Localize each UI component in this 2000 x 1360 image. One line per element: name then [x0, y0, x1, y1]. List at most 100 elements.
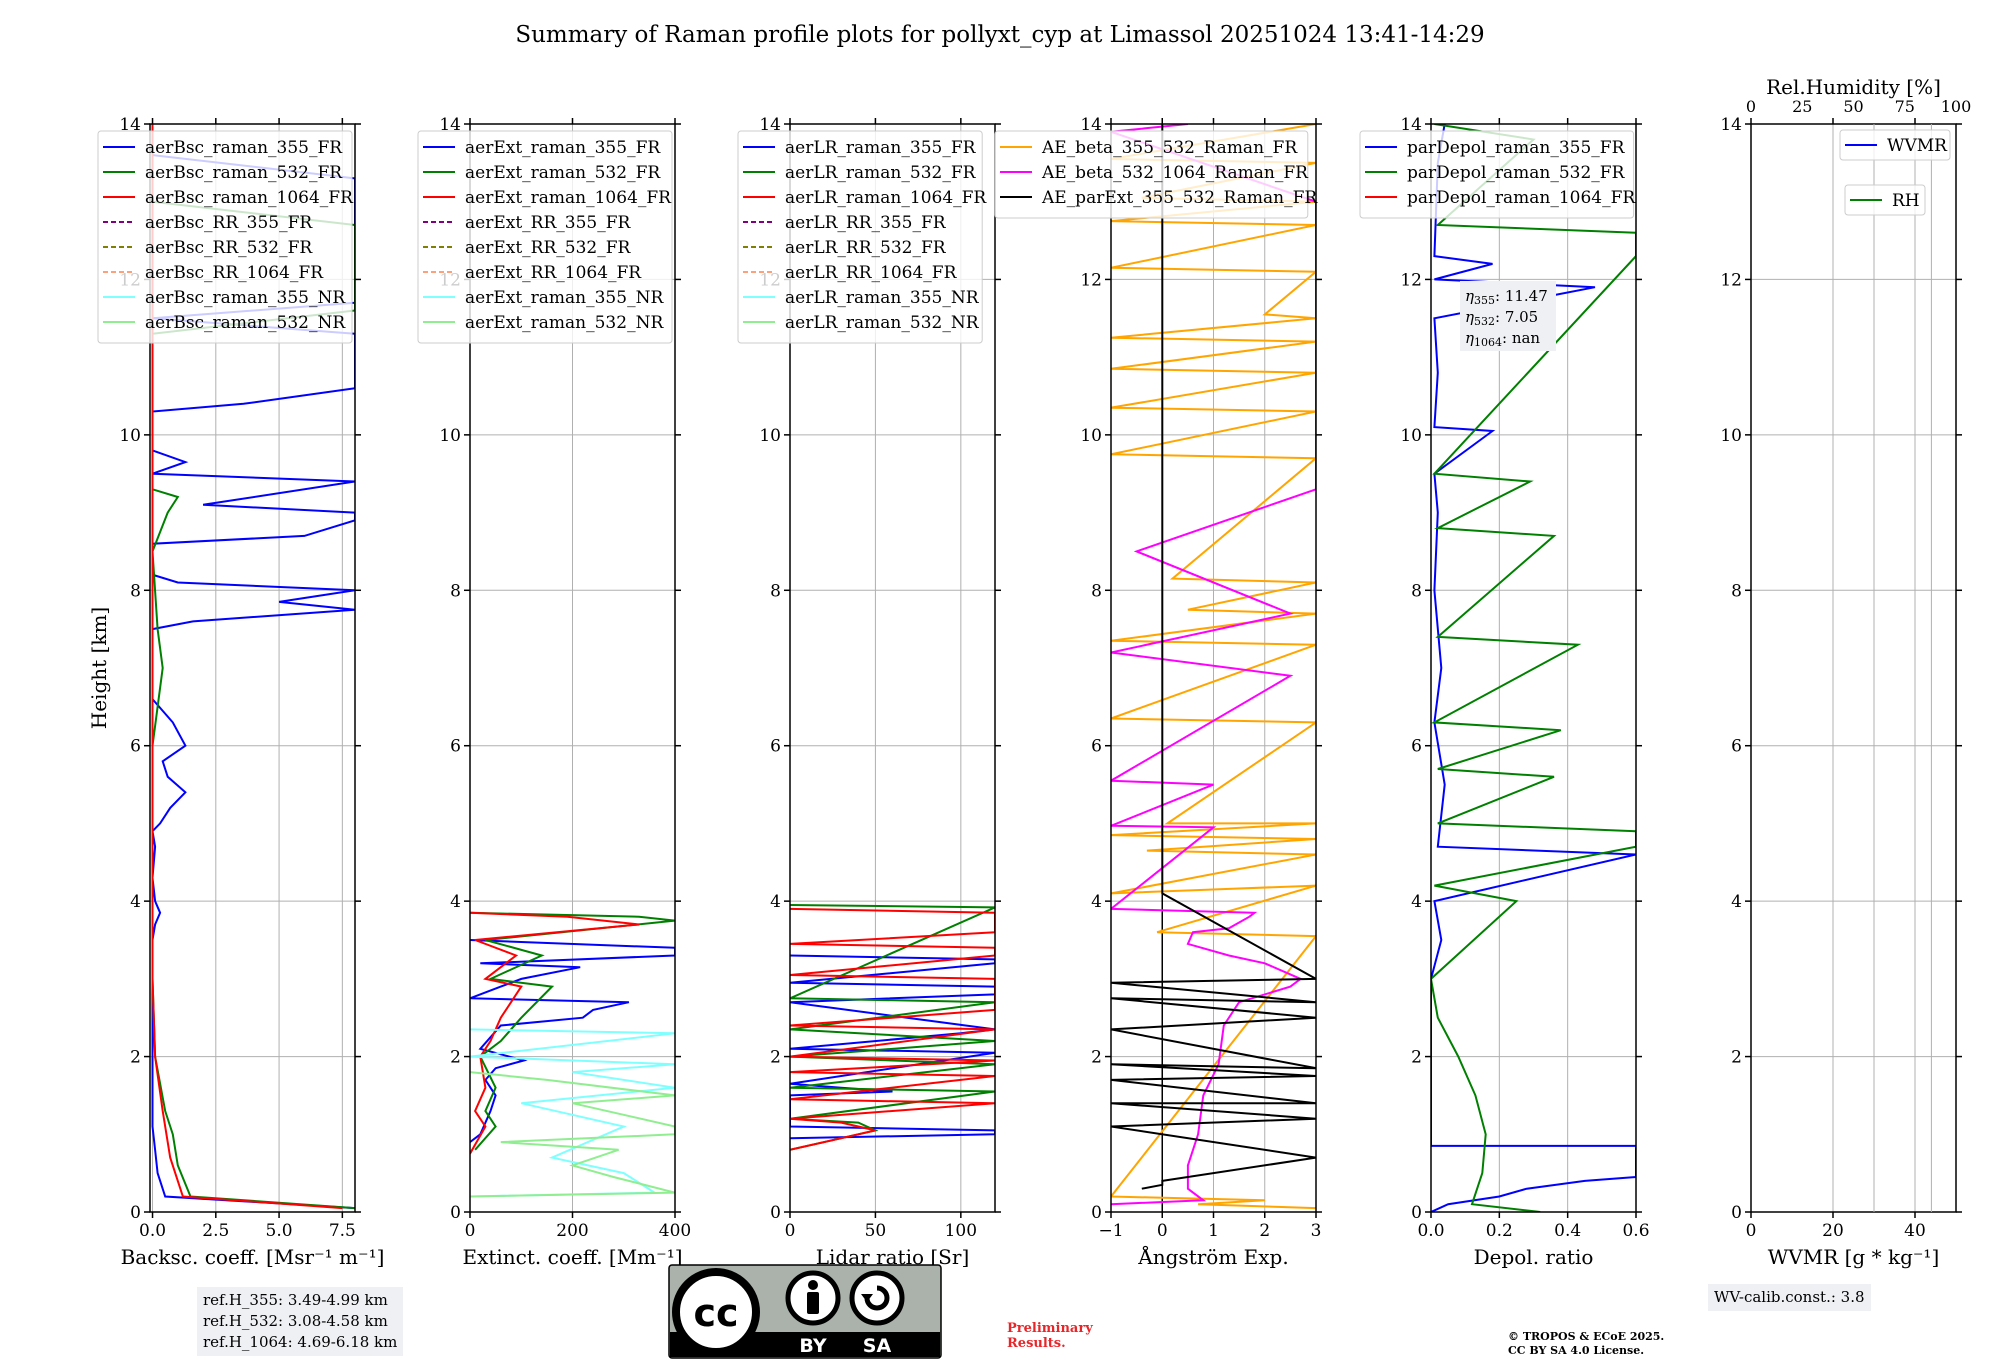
- legend-label: parDepol_raman_532_FR: [1407, 163, 1626, 183]
- y-tick-label: 6: [770, 737, 781, 757]
- x-tick-label: 2: [1259, 1221, 1270, 1241]
- legend-label: aerLR_raman_355_NR: [785, 288, 980, 308]
- legend-label: aerExt_raman_355_FR: [465, 138, 661, 158]
- legend-label: aerBsc_raman_355_FR: [145, 138, 343, 158]
- ref-height-1064: ref.H_1064: 4.69-6.18 km: [203, 1333, 398, 1351]
- annotation-box: [1460, 281, 1556, 351]
- y-tick-label: 12: [1720, 270, 1742, 290]
- legend-label: RH: [1892, 191, 1920, 211]
- legend-label: aerLR_RR_1064_FR: [785, 263, 958, 283]
- y-tick-label: 2: [130, 1048, 141, 1068]
- y-tick-label: 12: [1080, 270, 1102, 290]
- x-tick-label: 3: [1311, 1221, 1322, 1241]
- annotation-line: η532: 7.05: [1465, 308, 1538, 328]
- series-line-aerExt_raman_532_NR: [470, 1071, 675, 1198]
- axes-frame: [149, 123, 356, 1213]
- cc-by-sa-license-badge: cc BY SA: [668, 1264, 942, 1359]
- x-tick-label: 50: [865, 1221, 887, 1241]
- y-tick-label: 2: [770, 1048, 781, 1068]
- legend-box: [994, 130, 1309, 219]
- legend-box: [737, 130, 983, 344]
- series-line-aerExt_raman_355_NR: [470, 1028, 675, 1198]
- legend-label: aerLR_raman_1064_FR: [785, 188, 987, 208]
- x-axis-label: Backsc. coeff. [Msr⁻¹ m⁻¹]: [121, 1245, 385, 1269]
- legend-label: aerBsc_raman_532_FR: [145, 163, 343, 183]
- x-tick-label: 0.0: [139, 1221, 166, 1241]
- legend-box: [417, 130, 673, 344]
- series-group: [1111, 124, 1316, 1210]
- y-tick-label: 0: [130, 1203, 141, 1223]
- axes-frame: [1750, 123, 1957, 1213]
- license-sa-label: SA: [863, 1335, 892, 1357]
- legend-label: AE_beta_355_532_Raman_FR: [1041, 138, 1298, 158]
- legend-label: aerBsc_RR_532_FR: [145, 238, 313, 258]
- legend-label: AE_beta_532_1064_Raman_FR: [1041, 163, 1309, 183]
- panel-depolarization: 0.0 0.2 0.4 0.6 0 2 4 6 8 10 12 14 Depol. ratio parDe…: [1359, 115, 1650, 1269]
- x-axis-label: Extinct. coeff. [Mm⁻¹]: [462, 1245, 682, 1269]
- legend-box: [97, 130, 353, 344]
- x-axis-label: Ångström Exp.: [1137, 1244, 1288, 1269]
- series-line-aerLR_raman_532_FR: [790, 904, 995, 1151]
- x-tick-label: 1: [1208, 1221, 1219, 1241]
- y-tick-label: 10: [1720, 426, 1742, 446]
- y-tick-label: 10: [1400, 426, 1422, 446]
- axes-frame: [1430, 123, 1637, 1213]
- y-tick-label: 2: [1411, 1048, 1422, 1068]
- series-group: [470, 911, 675, 1198]
- x-tick-label: 0.0: [1417, 1221, 1444, 1241]
- legend: aerExt_raman_355_FR aerExt_raman_532_FRae…: [417, 130, 673, 344]
- series-group: [790, 904, 995, 1151]
- legend-label: aerBsc_raman_355_NR: [145, 288, 346, 308]
- x-tick-label: 100: [945, 1221, 977, 1241]
- legend-label: aerLR_raman_532_FR: [785, 163, 977, 183]
- y-tick-label: 6: [450, 737, 461, 757]
- legend-label: aerExt_raman_355_NR: [465, 288, 664, 308]
- x-axis-label: WVMR [g * kg⁻¹]: [1768, 1245, 1940, 1269]
- y-tick-label: 4: [1411, 892, 1422, 912]
- y-tick-label: 14: [439, 115, 461, 135]
- legend-label: aerLR_raman_532_NR: [785, 313, 980, 333]
- series-line-aerBsc_raman_355_FR: [151, 124, 355, 1210]
- copyright-line-1: © TROPOS & ECoE 2025.: [1508, 1330, 1665, 1343]
- y-axis-label: Height [km]: [87, 607, 111, 729]
- preliminary-line-2: Results.: [1007, 1336, 1066, 1351]
- panel-lidar_ratio: 05010002468101214Lidar ratio [Sr]aerLR_r…: [737, 115, 1001, 1269]
- y-tick-label: 2: [1731, 1048, 1742, 1068]
- legend-label: aerExt_RR_355_FR: [465, 213, 631, 233]
- by-person-icon: [785, 1270, 841, 1326]
- y-tick-label: 6: [1731, 737, 1742, 757]
- annotation-line: η1064: nan: [1465, 329, 1540, 349]
- panel-water_vapor: 0 20 40 0 2 4 6 8 10 12 14 WVMR [g * kg⁻¹] 0 25 50 75 10…: [1720, 75, 1971, 1269]
- x-tick-label: −1: [1098, 1221, 1123, 1241]
- legend: AE_beta_355_532_Raman_FR AE_beta_532_1064…: [994, 130, 1318, 219]
- legend-box: [1359, 130, 1635, 219]
- license-by-label: BY: [799, 1335, 826, 1357]
- y-tick-label: 8: [770, 581, 781, 601]
- copyright-note: © TROPOS & ECoE 2025. CC BY SA 4.0 Licen…: [1508, 1330, 1664, 1358]
- cc-icon: cc: [672, 1268, 760, 1356]
- y-tick-label: 10: [759, 426, 781, 446]
- y-tick-label: 10: [439, 426, 461, 446]
- preliminary-results-note: Preliminary Results.: [1007, 1321, 1093, 1351]
- ref-height-355: ref.H_355: 3.49-4.99 km: [203, 1291, 388, 1309]
- y-tick-label: 4: [130, 892, 141, 912]
- legend-label: aerBsc_RR_1064_FR: [145, 263, 324, 283]
- legend-label: aerBsc_RR_355_FR: [145, 213, 313, 233]
- y-tick-label: 4: [450, 892, 461, 912]
- ref-height-532: ref.H_532: 3.08-4.58 km: [203, 1312, 388, 1330]
- x-tick-label: 0: [1746, 1221, 1757, 1241]
- x-tick-label: 0.6: [1622, 1221, 1649, 1241]
- y-tick-label: 0: [1091, 1203, 1102, 1223]
- series-line-AE_parExt_355_532_Raman_FR: [1111, 124, 1316, 1190]
- series-line-aerLR_raman_1064_FR: [790, 907, 995, 1151]
- y-tick-label: 0: [1731, 1203, 1742, 1223]
- y-tick-label: 0: [770, 1203, 781, 1223]
- x-tick-label: 0: [1157, 1221, 1168, 1241]
- x-tick-label: 0: [465, 1221, 476, 1241]
- legend-label: aerLR_RR_355_FR: [785, 213, 947, 233]
- y-tick-label: 14: [1080, 115, 1102, 135]
- x-tick-label: 200: [556, 1221, 588, 1241]
- y-tick-label: 2: [1091, 1048, 1102, 1068]
- x-tick-label: 40: [1904, 1221, 1926, 1241]
